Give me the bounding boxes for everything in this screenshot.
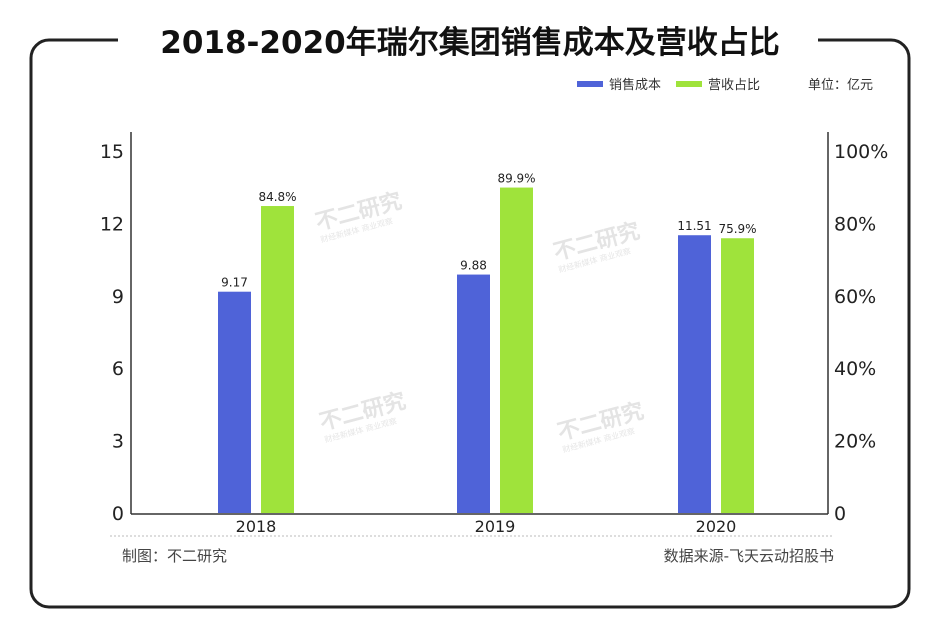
- bar-cost-2019: [457, 274, 490, 513]
- right-tick-label: 80%: [834, 213, 876, 235]
- data-label: 11.51: [677, 219, 711, 233]
- data-label: 84.8%: [258, 190, 296, 204]
- data-label: 75.9%: [718, 222, 756, 236]
- right-tick-label: 0: [834, 503, 846, 525]
- x-tick-label: 2019: [475, 517, 516, 536]
- footer-source: 数据来源-飞天云动招股书: [664, 547, 834, 565]
- left-tick-label: 15: [100, 141, 124, 163]
- bar-ratio-2020: [721, 238, 754, 513]
- right-tick-label: 40%: [834, 358, 876, 380]
- left-tick-label: 6: [112, 358, 124, 380]
- legend-swatch-cost: [577, 81, 603, 87]
- legend-swatch-ratio: [676, 81, 702, 87]
- footer-credit: 制图：不二研究: [122, 547, 227, 565]
- data-label: 89.9%: [497, 172, 535, 186]
- legend-label-ratio: 营收占比: [708, 78, 760, 93]
- bar-cost-2020: [678, 235, 711, 513]
- unit-label: 单位：亿元: [808, 78, 873, 93]
- title-backdrop: [118, 20, 818, 62]
- x-tick-label: 2020: [696, 517, 737, 536]
- bar-ratio-2018: [261, 206, 294, 514]
- left-tick-label: 12: [100, 213, 124, 235]
- bar-ratio-2019: [500, 187, 533, 513]
- x-tick-label: 2018: [236, 517, 277, 536]
- right-tick-label: 60%: [834, 286, 876, 308]
- left-tick-label: 3: [112, 431, 124, 453]
- data-label: 9.88: [460, 259, 487, 273]
- right-tick-label: 100%: [834, 141, 888, 163]
- right-tick-label: 20%: [834, 431, 876, 453]
- chart-title: 2018-2020年瑞尔集团销售成本及营收占比: [160, 25, 779, 61]
- legend-label-cost: 销售成本: [609, 77, 661, 93]
- chart-marks: 0 3 6 9 12 15 0 20% 40% 60% 80% 100% 2018 9.17 84.8% 20…: [100, 141, 889, 536]
- left-tick-label: 9: [112, 286, 124, 308]
- legend: 销售成本 营收占比 单位：亿元: [577, 77, 873, 93]
- data-label: 9.17: [221, 276, 248, 290]
- bar-cost-2018: [218, 291, 251, 513]
- left-tick-label: 0: [112, 503, 124, 525]
